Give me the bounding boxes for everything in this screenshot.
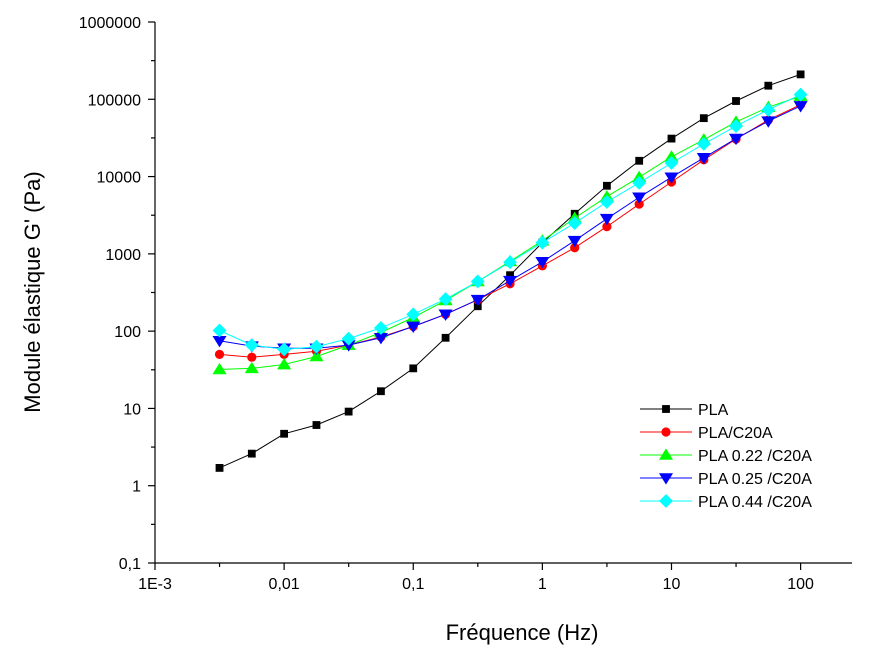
data-point — [632, 175, 647, 190]
data-point — [309, 349, 324, 362]
series-line — [219, 94, 801, 350]
data-point — [438, 292, 453, 306]
y-tick-label: 10 — [123, 401, 141, 418]
series-line — [219, 104, 801, 358]
legend-marker — [658, 448, 674, 460]
y-tick-label: 100 — [114, 324, 141, 341]
data-point — [277, 342, 292, 357]
data-point — [696, 152, 711, 165]
legend-item: PLA — [640, 402, 729, 419]
legend-label: PLA — [698, 402, 729, 419]
data-point — [374, 321, 388, 335]
data-point — [664, 172, 679, 184]
data-point — [215, 464, 224, 472]
data-point — [664, 156, 679, 170]
data-point — [406, 321, 421, 334]
legend-marker — [658, 473, 674, 485]
data-point — [761, 116, 776, 128]
legend-marker — [662, 405, 670, 413]
legend-marker — [661, 427, 671, 437]
data-point — [277, 357, 292, 370]
x-axis-title: Fréquence (Hz) — [446, 620, 599, 645]
data-point — [247, 449, 256, 458]
legend-label: PLA 0.44 /C20A — [698, 494, 812, 511]
legend-marker — [659, 494, 673, 508]
data-point — [729, 119, 743, 134]
data-point — [441, 333, 450, 342]
data-point — [341, 331, 356, 346]
legend-item: PLA/C20A — [640, 425, 773, 442]
x-tick-label: 1E-3 — [138, 576, 172, 593]
data-point — [599, 194, 614, 209]
legend-label: PLA 0.25 /C20A — [698, 471, 812, 488]
y-tick-label: 0,1 — [119, 556, 141, 573]
data-point — [732, 97, 740, 105]
data-point — [699, 114, 708, 123]
data-point — [212, 323, 227, 338]
y-tick-label: 100000 — [88, 92, 141, 109]
series-3 — [212, 101, 808, 355]
series-2 — [212, 89, 808, 375]
legend: PLA PLA/C20A PLA 0.22 /C20A PLA 0.25 /C20A P… — [640, 402, 812, 511]
y-tick-label: 10000 — [97, 170, 142, 187]
data-point — [438, 309, 453, 321]
data-point — [567, 235, 582, 248]
data-point — [470, 274, 485, 289]
data-point — [667, 134, 676, 143]
data-point — [764, 81, 773, 90]
data-point — [793, 87, 808, 102]
series-4 — [212, 87, 808, 357]
x-tick-label: 0,01 — [269, 576, 300, 593]
data-point — [761, 102, 776, 117]
data-point — [599, 213, 614, 226]
data-point — [280, 429, 289, 438]
series-line — [219, 105, 801, 349]
x-tick-label: 10 — [663, 576, 681, 593]
data-point — [244, 338, 259, 353]
data-point — [696, 136, 711, 151]
x-axis-ticks: 1E-3 0,01 0,1 1 10 100 — [138, 563, 814, 593]
data-point — [632, 192, 647, 204]
data-point — [214, 349, 225, 360]
x-tick-label: 100 — [787, 576, 814, 593]
series-layer — [212, 70, 808, 472]
data-point — [312, 421, 321, 429]
data-point — [212, 362, 227, 375]
legend-label: PLA/C20A — [698, 425, 773, 442]
data-point — [309, 339, 324, 354]
y-tick-label: 1000000 — [79, 15, 141, 32]
data-point — [535, 235, 550, 250]
legend-item: PLA 0.22 /C20A — [640, 448, 812, 465]
data-point — [247, 352, 257, 362]
data-point — [535, 256, 550, 269]
y-tick-label: 1 — [132, 479, 141, 496]
x-tick-label: 1 — [538, 576, 547, 593]
x-tick-label: 0,1 — [402, 576, 424, 593]
data-point — [470, 294, 485, 307]
series-1 — [214, 100, 806, 362]
data-point — [406, 307, 421, 322]
series-line — [219, 95, 801, 370]
data-point — [635, 156, 644, 165]
data-point — [503, 255, 517, 270]
y-axis-ticks: 0,1 1 10 100 1000 10000 100000 1000000 — [79, 15, 155, 573]
data-point — [796, 70, 805, 79]
data-point — [409, 364, 418, 373]
data-point — [567, 216, 582, 231]
data-point — [377, 387, 385, 396]
data-point — [503, 275, 518, 288]
data-point — [602, 181, 611, 190]
legend-label: PLA 0.22 /C20A — [698, 448, 812, 465]
data-point — [728, 133, 744, 146]
legend-item: PLA 0.44 /C20A — [640, 494, 812, 511]
data-point — [244, 361, 259, 374]
y-axis-title: Module élastique G' (Pa) — [20, 171, 45, 412]
y-tick-label: 1000 — [105, 247, 141, 264]
data-point — [344, 407, 353, 416]
legend-item: PLA 0.25 /C20A — [640, 471, 812, 488]
